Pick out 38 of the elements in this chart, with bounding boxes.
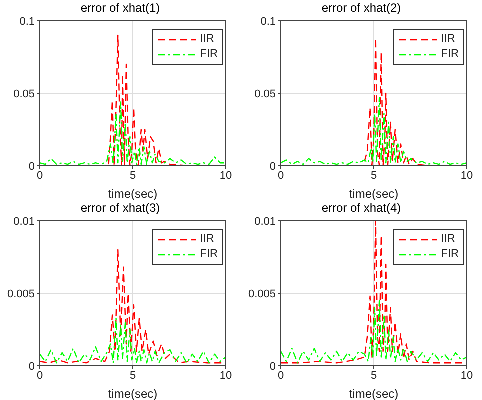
x-tick-label: 0 <box>36 370 44 382</box>
legend-label: IIR <box>200 232 214 247</box>
y-tick-label: 0.005 <box>7 288 35 300</box>
y-tick-label: 0 <box>28 360 35 373</box>
y-tick-label: 0.1 <box>260 16 276 28</box>
x-tick-label: 0 <box>278 370 284 382</box>
y-tick-label: 0.01 <box>14 216 35 228</box>
legend-label: FIR <box>441 247 459 262</box>
chart-title: error of xhat(1) <box>80 0 162 16</box>
y-tick-label: 0.05 <box>254 88 276 100</box>
chart-title: error of xhat(4) <box>320 200 402 216</box>
y-tick-label: 0.05 <box>14 88 35 100</box>
x-tick-label: 5 <box>130 170 136 182</box>
y-tick-label: 0 <box>28 160 35 173</box>
legend-label: IIR <box>441 32 456 47</box>
legend-label: FIR <box>200 47 218 62</box>
y-tick-label: 0.1 <box>20 16 35 28</box>
x-tick-label: 10 <box>460 370 474 382</box>
x-tick-label: 0 <box>278 170 284 182</box>
y-tick-label: 0.01 <box>254 216 276 228</box>
x-tick-label: 10 <box>220 170 232 182</box>
chart-title: error of xhat(3) <box>80 200 162 216</box>
line-series <box>40 318 226 364</box>
y-tick-label: 0 <box>270 360 276 373</box>
y-tick-label: 0.005 <box>248 288 276 300</box>
y-tick-label: 0 <box>270 160 276 173</box>
x-tick-label: 10 <box>460 170 474 182</box>
x-tick-label: 5 <box>370 170 378 182</box>
x-tick-label: 0 <box>36 170 44 182</box>
legend-label: IIR <box>200 32 214 47</box>
x-tick-label: 10 <box>220 370 232 382</box>
legend-label: IIR <box>441 232 456 247</box>
x-tick-label: 5 <box>370 370 378 382</box>
legend-label: FIR <box>200 247 218 262</box>
x-tick-label: 5 <box>130 370 136 382</box>
line-series <box>281 300 467 364</box>
chart-title: error of xhat(2) <box>320 0 402 16</box>
legend-label: FIR <box>441 47 459 62</box>
